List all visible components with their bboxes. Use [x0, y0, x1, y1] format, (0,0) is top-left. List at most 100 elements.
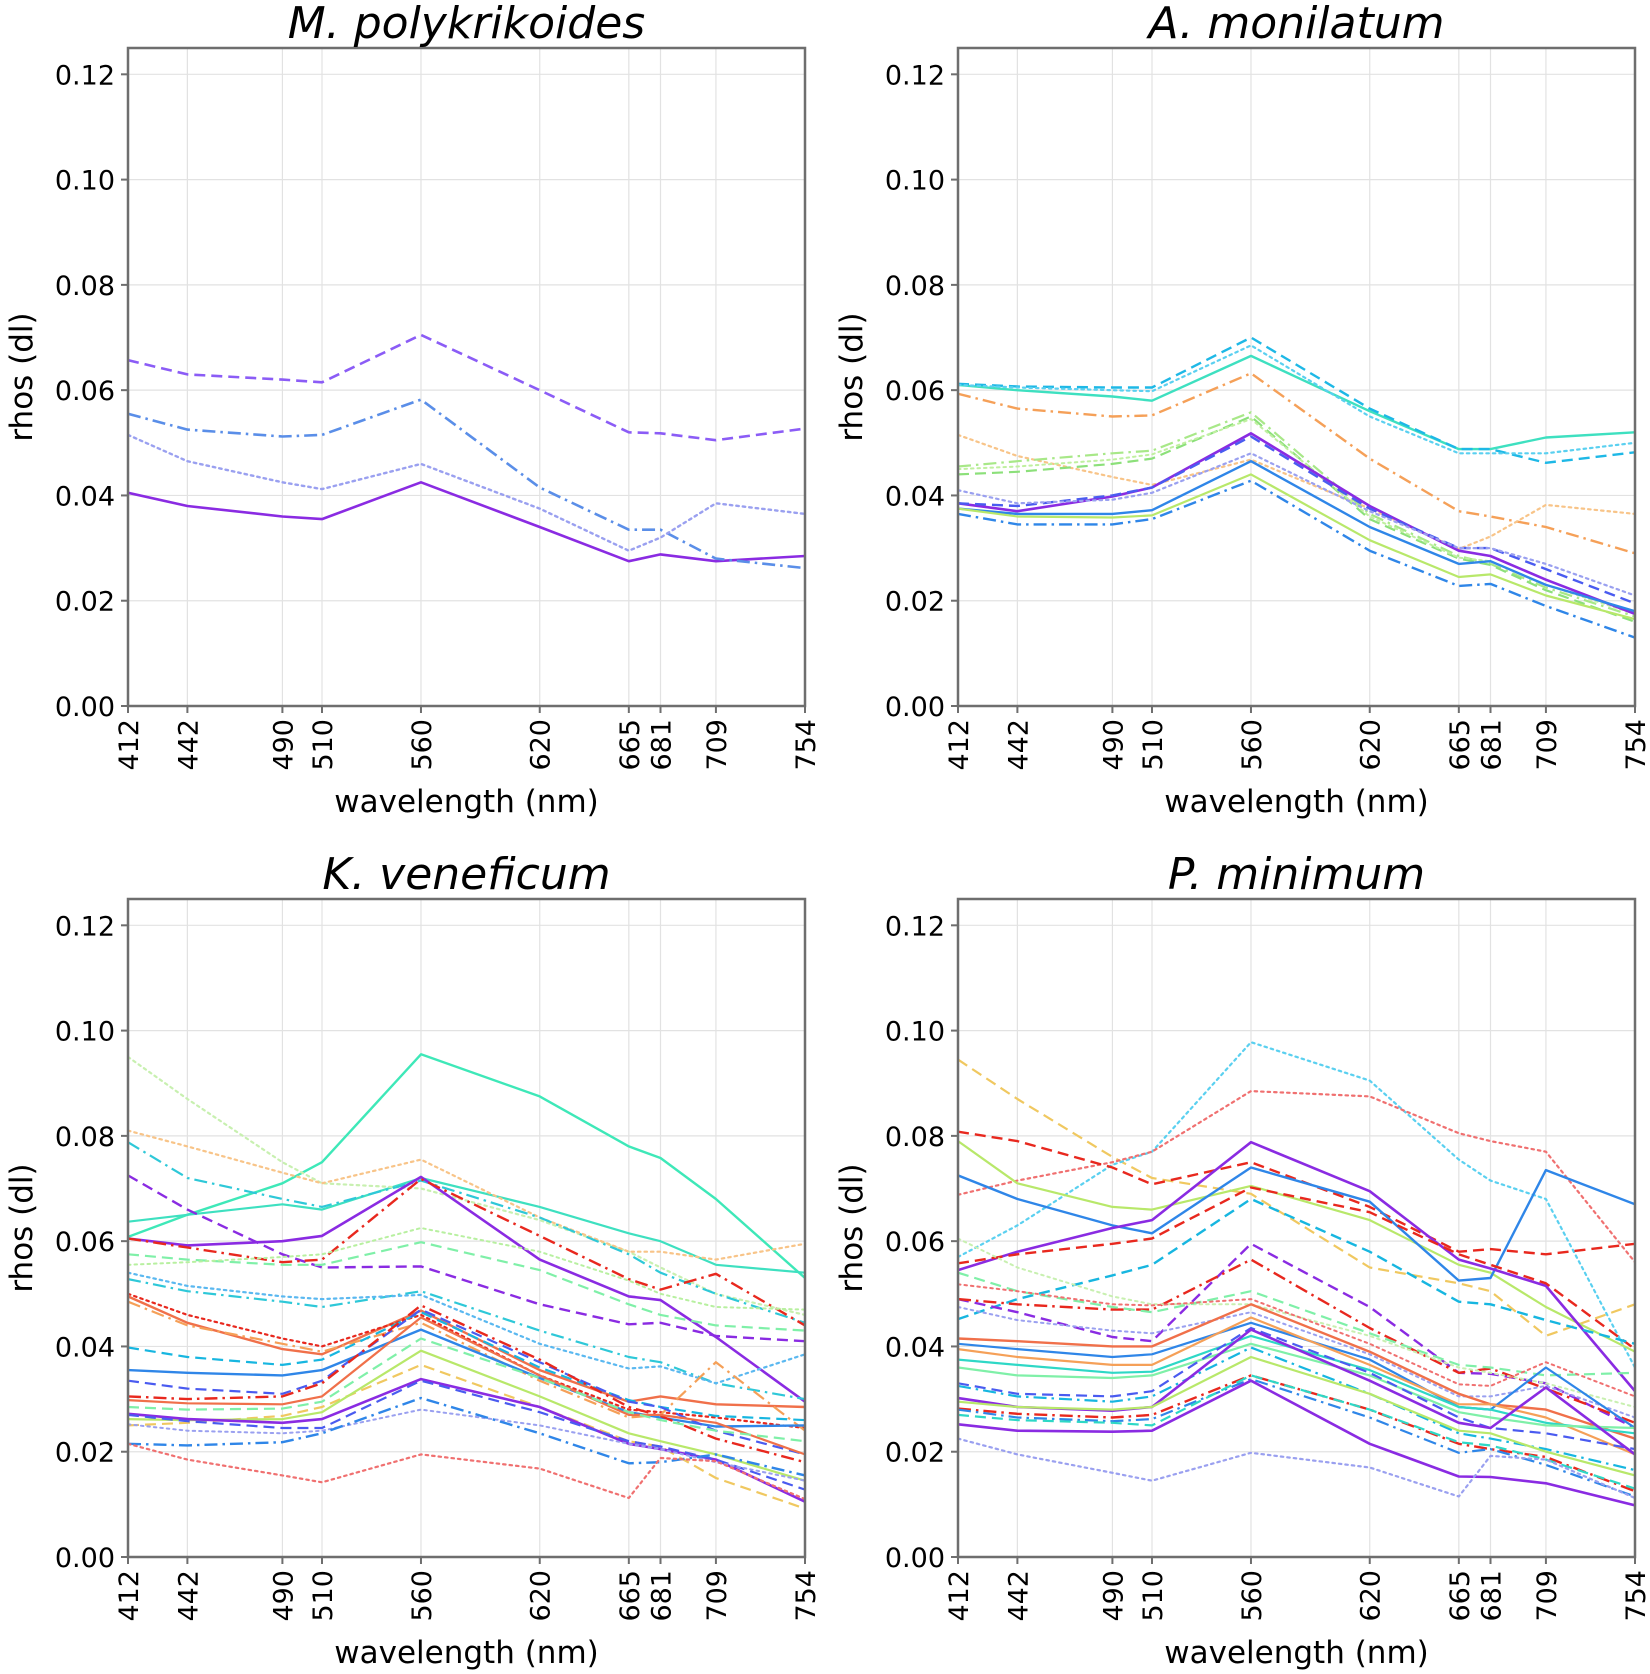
y-tick-label: 0.00 [55, 692, 115, 723]
x-tick-label: 490 [1098, 719, 1129, 771]
series-line-s1 [128, 480, 805, 563]
x-tick-label: 709 [702, 719, 733, 771]
series-line-s13 [128, 1295, 805, 1409]
series-line-s14 [128, 1292, 805, 1430]
series-line-s4 [128, 433, 805, 552]
y-tick-label: 0.00 [885, 1543, 945, 1574]
y-tick-label: 0.04 [885, 481, 945, 512]
series-line-s11 [958, 1258, 1635, 1424]
series-line-s27 [958, 1374, 1635, 1490]
series-line-s4 [128, 1129, 805, 1261]
series-line-s10 [958, 435, 1635, 605]
series-group [128, 1053, 805, 1510]
series-line-s5 [958, 433, 1635, 551]
y-tick-label: 0.04 [55, 481, 115, 512]
x-tick-label: 665 [1445, 1570, 1476, 1622]
series-line-s10 [958, 1242, 1635, 1430]
x-tick-label: 412 [944, 1570, 975, 1622]
x-tick-label: 560 [1237, 1570, 1268, 1622]
series-line-s25 [958, 1374, 1635, 1493]
y-axis-label: rhos (dl) [834, 312, 870, 441]
y-tick-label: 0.02 [885, 587, 945, 618]
x-tick-label: 681 [646, 1570, 677, 1622]
series-line-s26 [958, 1377, 1635, 1498]
series-line-s12 [958, 460, 1635, 613]
series-line-s6 [958, 411, 1635, 618]
y-tick-label: 0.02 [55, 1438, 115, 1469]
x-tick-label: 490 [268, 719, 299, 771]
y-tick-label: 0.02 [885, 1438, 945, 1469]
panel-a-monilatum: 0.00 0.02 0.04 0.06 0.08 0.10 0.12 412 442 490 510… [834, 0, 1650, 820]
series-line-s21 [958, 1326, 1635, 1451]
x-tick-label: 754 [1621, 719, 1650, 771]
y-tick-label: 0.00 [885, 692, 945, 723]
series-line-s2 [958, 1041, 1635, 1369]
axes-frame [956, 897, 1637, 1559]
x-tick-label: 681 [1476, 719, 1507, 771]
y-tick-label: 0.08 [885, 271, 945, 302]
series-line-s14 [958, 1283, 1635, 1398]
y-tick-label: 0.12 [55, 911, 115, 942]
series-line-s11 [128, 1278, 805, 1401]
y-tick-label: 0.10 [55, 1017, 115, 1048]
x-tick-label: 442 [173, 1570, 204, 1622]
series-group [958, 336, 1635, 639]
series-line-s4 [958, 372, 1635, 555]
y-axis-label: rhos (dl) [4, 1163, 40, 1292]
y-tick-label: 0.10 [885, 1017, 945, 1048]
axes-frame [126, 897, 807, 1559]
series-line-s3 [958, 1089, 1635, 1264]
series-line-s24 [958, 1355, 1635, 1477]
y-tick-label: 0.12 [885, 60, 945, 91]
series-line-s22 [128, 1363, 805, 1510]
series-line-s10 [128, 1227, 805, 1311]
series-line-s5 [128, 1141, 805, 1324]
series-line-s14 [958, 479, 1635, 639]
series-line-s20 [958, 1342, 1635, 1430]
series-line-s6 [958, 1166, 1635, 1282]
y-tick-label: 0.08 [55, 271, 115, 302]
series-group [958, 1041, 1635, 1507]
axes-frame [126, 46, 807, 708]
x-tick-label: 620 [526, 719, 557, 771]
x-tick-label: 510 [1138, 719, 1169, 771]
y-tick-label: 0.08 [55, 1122, 115, 1153]
x-tick-label: 510 [1138, 1570, 1169, 1622]
x-tick-label: 412 [944, 719, 975, 771]
series-line-s11 [958, 452, 1635, 597]
x-tick-label: 665 [1445, 719, 1476, 771]
y-axis-label: rhos (dl) [834, 1163, 870, 1292]
y-tick-label: 0.04 [885, 1332, 945, 1363]
x-tick-label: 442 [173, 719, 204, 771]
x-tick-label: 510 [308, 719, 339, 771]
x-tick-label: 412 [114, 1570, 145, 1622]
x-tick-label: 665 [615, 1570, 646, 1622]
series-line-s7 [958, 1140, 1635, 1393]
series-line-s18 [128, 1308, 805, 1456]
y-tick-label: 0.06 [55, 376, 115, 407]
series-line-s28 [128, 1442, 805, 1501]
y-tick-label: 0.10 [885, 166, 945, 197]
x-tick-label: 709 [1532, 1570, 1563, 1622]
x-tick-label: 754 [791, 719, 822, 771]
series-line-s8 [128, 1177, 805, 1327]
series-line-s18 [958, 1316, 1635, 1456]
series-line-s29 [958, 1437, 1635, 1500]
y-tick-label: 0.12 [885, 911, 945, 942]
x-tick-label: 754 [1621, 1570, 1650, 1622]
series-line-s23 [128, 1349, 805, 1482]
series-line-s17 [128, 1328, 805, 1428]
panel-title: A. monilatum [1146, 0, 1445, 49]
series-line-s24 [128, 1377, 805, 1503]
series-line-s3 [958, 344, 1635, 455]
series-line-s9 [128, 1241, 805, 1332]
panel-k-veneficum: 0.00 0.02 0.04 0.06 0.08 0.10 0.12 412 442 490 510… [4, 849, 822, 1671]
series-line-s3 [128, 398, 805, 570]
x-tick-label: 510 [308, 1570, 339, 1622]
x-tick-label: 754 [791, 1570, 822, 1622]
series-line-s3 [128, 1055, 805, 1317]
x-tick-label: 442 [1003, 719, 1034, 771]
y-tick-label: 0.06 [885, 1227, 945, 1258]
